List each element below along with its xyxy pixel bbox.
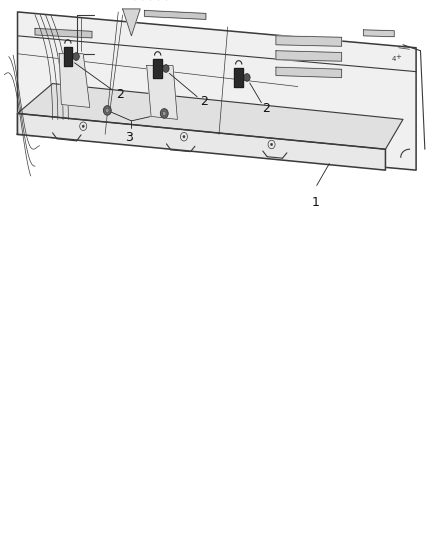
Circle shape: [244, 74, 250, 82]
Polygon shape: [276, 67, 342, 78]
Text: +: +: [396, 54, 402, 60]
Polygon shape: [18, 84, 403, 149]
Circle shape: [82, 125, 84, 127]
Polygon shape: [145, 11, 206, 19]
Polygon shape: [276, 51, 342, 61]
Text: 3: 3: [125, 131, 133, 144]
Circle shape: [162, 111, 166, 116]
Text: 2: 2: [117, 87, 124, 101]
Circle shape: [73, 53, 79, 60]
Polygon shape: [18, 12, 416, 170]
Polygon shape: [234, 68, 243, 86]
Circle shape: [183, 135, 185, 138]
Text: 4: 4: [392, 56, 396, 62]
Polygon shape: [364, 30, 394, 37]
Polygon shape: [147, 66, 177, 119]
Polygon shape: [64, 47, 72, 66]
Circle shape: [160, 109, 168, 118]
Text: 2: 2: [262, 102, 270, 115]
Polygon shape: [153, 59, 162, 78]
Polygon shape: [18, 114, 385, 170]
Text: 2: 2: [200, 95, 208, 108]
Polygon shape: [123, 9, 140, 36]
Circle shape: [163, 64, 169, 72]
Circle shape: [106, 108, 109, 112]
Polygon shape: [276, 36, 342, 46]
Polygon shape: [59, 54, 90, 108]
Text: 1: 1: [311, 196, 319, 209]
Circle shape: [271, 143, 272, 146]
Circle shape: [103, 106, 111, 115]
Polygon shape: [35, 28, 92, 38]
